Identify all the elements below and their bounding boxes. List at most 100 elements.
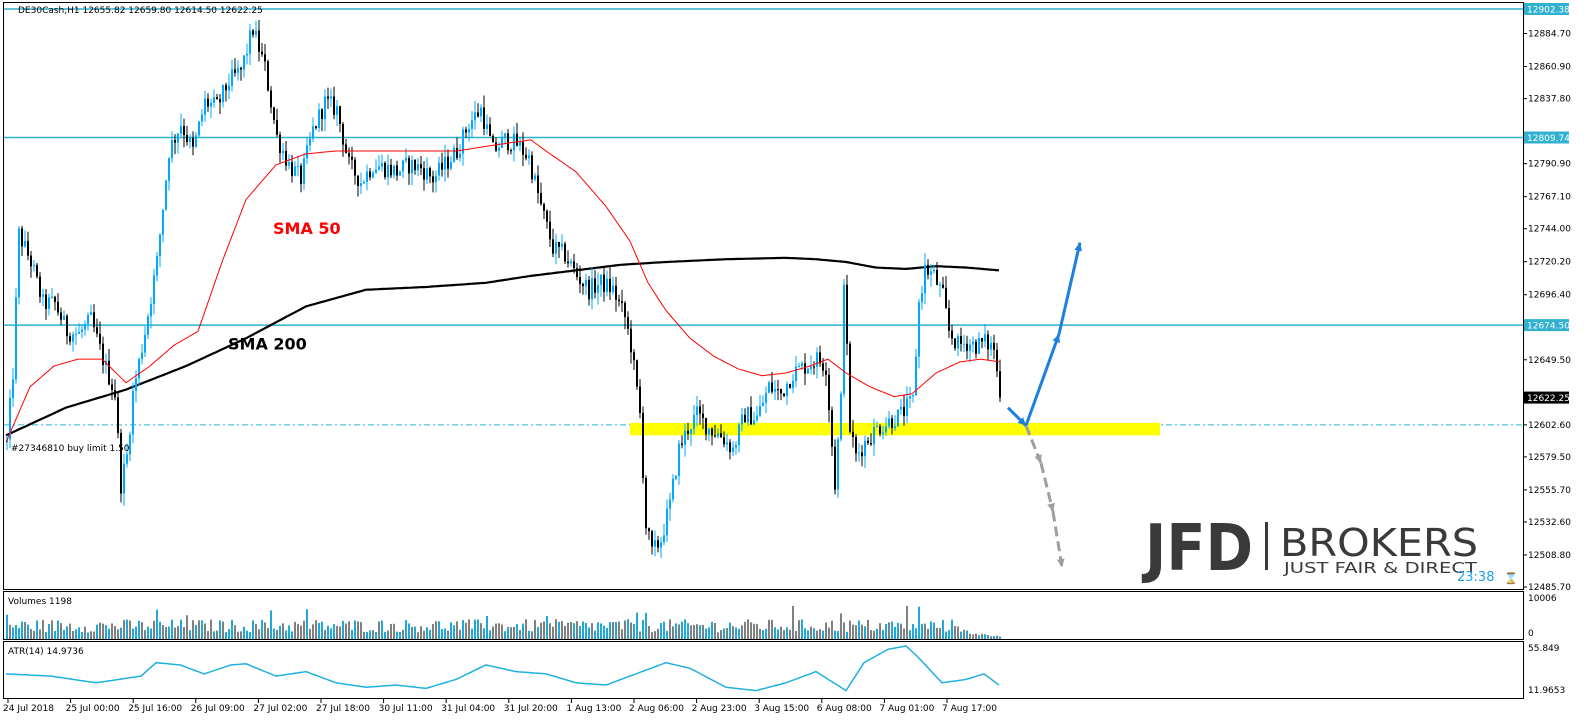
volume-bar (48, 623, 50, 639)
volume-bar (306, 609, 308, 639)
volume-bar (705, 628, 707, 639)
candle (555, 233, 557, 265)
volume-bar (147, 626, 149, 639)
volume-bar (492, 626, 494, 639)
volume-bar (453, 625, 455, 639)
candle (657, 535, 659, 553)
candle (747, 406, 749, 426)
volume-bar (684, 619, 686, 639)
volume-axis-label: 0 (1528, 629, 1534, 639)
price-tick-label: 12696.40 (1528, 291, 1571, 301)
time-tick-label: 6 Aug 08:00 (817, 704, 872, 714)
candle (882, 425, 884, 440)
candle (711, 427, 713, 446)
candle (426, 157, 428, 185)
candle (831, 406, 833, 457)
volume-bar (396, 631, 398, 639)
volume-bar (390, 623, 392, 639)
candle (642, 406, 644, 484)
candle (723, 431, 725, 448)
candle (69, 332, 71, 346)
candle (279, 131, 281, 163)
bearish-projection-arrow-segment (1039, 462, 1055, 513)
candle (303, 153, 305, 190)
candle (648, 527, 650, 540)
candle (735, 441, 737, 455)
volume-bar (996, 635, 998, 639)
candle (132, 382, 134, 443)
candle (276, 108, 278, 138)
volume-bar (300, 625, 302, 639)
volume-bar (6, 614, 8, 639)
candle (99, 321, 101, 350)
candle (828, 367, 830, 423)
volume-bar (768, 619, 770, 639)
candle (531, 151, 533, 184)
candle (48, 293, 50, 316)
candle (774, 379, 776, 401)
candle (252, 29, 254, 38)
candle (432, 170, 434, 193)
volume-bar (606, 627, 608, 639)
candle (681, 435, 683, 449)
candle (660, 536, 662, 559)
volume-bar (342, 620, 344, 639)
price-tag-label: 12674.50 (1527, 322, 1570, 332)
volume-bar (810, 626, 812, 639)
candle (513, 126, 515, 162)
volume-bar (558, 621, 560, 639)
volume-bar (969, 633, 971, 639)
candle (219, 94, 221, 114)
volume-bar (399, 631, 401, 639)
volume-bar (630, 622, 632, 639)
volume-bar (345, 623, 347, 639)
candle (726, 433, 728, 452)
volume-bar (375, 631, 377, 639)
volume-bar (333, 624, 335, 639)
volume-bar (372, 630, 374, 639)
volume-bar (912, 624, 914, 639)
candle (63, 310, 65, 321)
volume-bar (615, 621, 617, 639)
candle (927, 259, 929, 280)
volume-bar (330, 628, 332, 639)
price-tag (1524, 131, 1569, 144)
logo-tagline-text: JUST FAIR & DIRECT (1283, 559, 1478, 577)
candle (195, 131, 197, 149)
candle (912, 394, 914, 403)
candle (939, 282, 941, 297)
volume-bar (546, 616, 548, 639)
volume-bar (45, 632, 47, 639)
volume-bar (432, 624, 434, 639)
bearish-projection-arrow-arrowhead (1034, 454, 1042, 464)
candle (90, 304, 92, 316)
candle (762, 395, 764, 407)
time-tick-label: 2 Aug 06:00 (629, 704, 684, 714)
volume-bar (678, 624, 680, 639)
volume-bar (834, 630, 836, 639)
bearish-projection-arrow-arrowhead (1047, 502, 1055, 512)
volume-bar (234, 625, 236, 639)
volume-bar (258, 629, 260, 639)
candle (609, 266, 611, 300)
volume-bar (954, 626, 956, 639)
volume-bar (687, 623, 689, 639)
volume-bar (384, 631, 386, 639)
volume-bar (450, 622, 452, 639)
candle (438, 156, 440, 181)
candle (36, 263, 38, 279)
candle (396, 160, 398, 181)
candle (585, 273, 587, 296)
volume-bar (921, 623, 923, 639)
price-tick-label: 12555.70 (1528, 486, 1571, 496)
volume-bar (228, 629, 230, 639)
candle (834, 439, 836, 495)
volume-bar (120, 627, 122, 639)
candle (147, 313, 149, 339)
time-tick-label: 26 Jul 09:00 (191, 704, 245, 714)
bullish-projection-arrow-arrowhead (1052, 334, 1060, 344)
volume-bar (138, 620, 140, 639)
candle (129, 431, 131, 462)
logo-jfd-text: JFD (1141, 512, 1253, 586)
